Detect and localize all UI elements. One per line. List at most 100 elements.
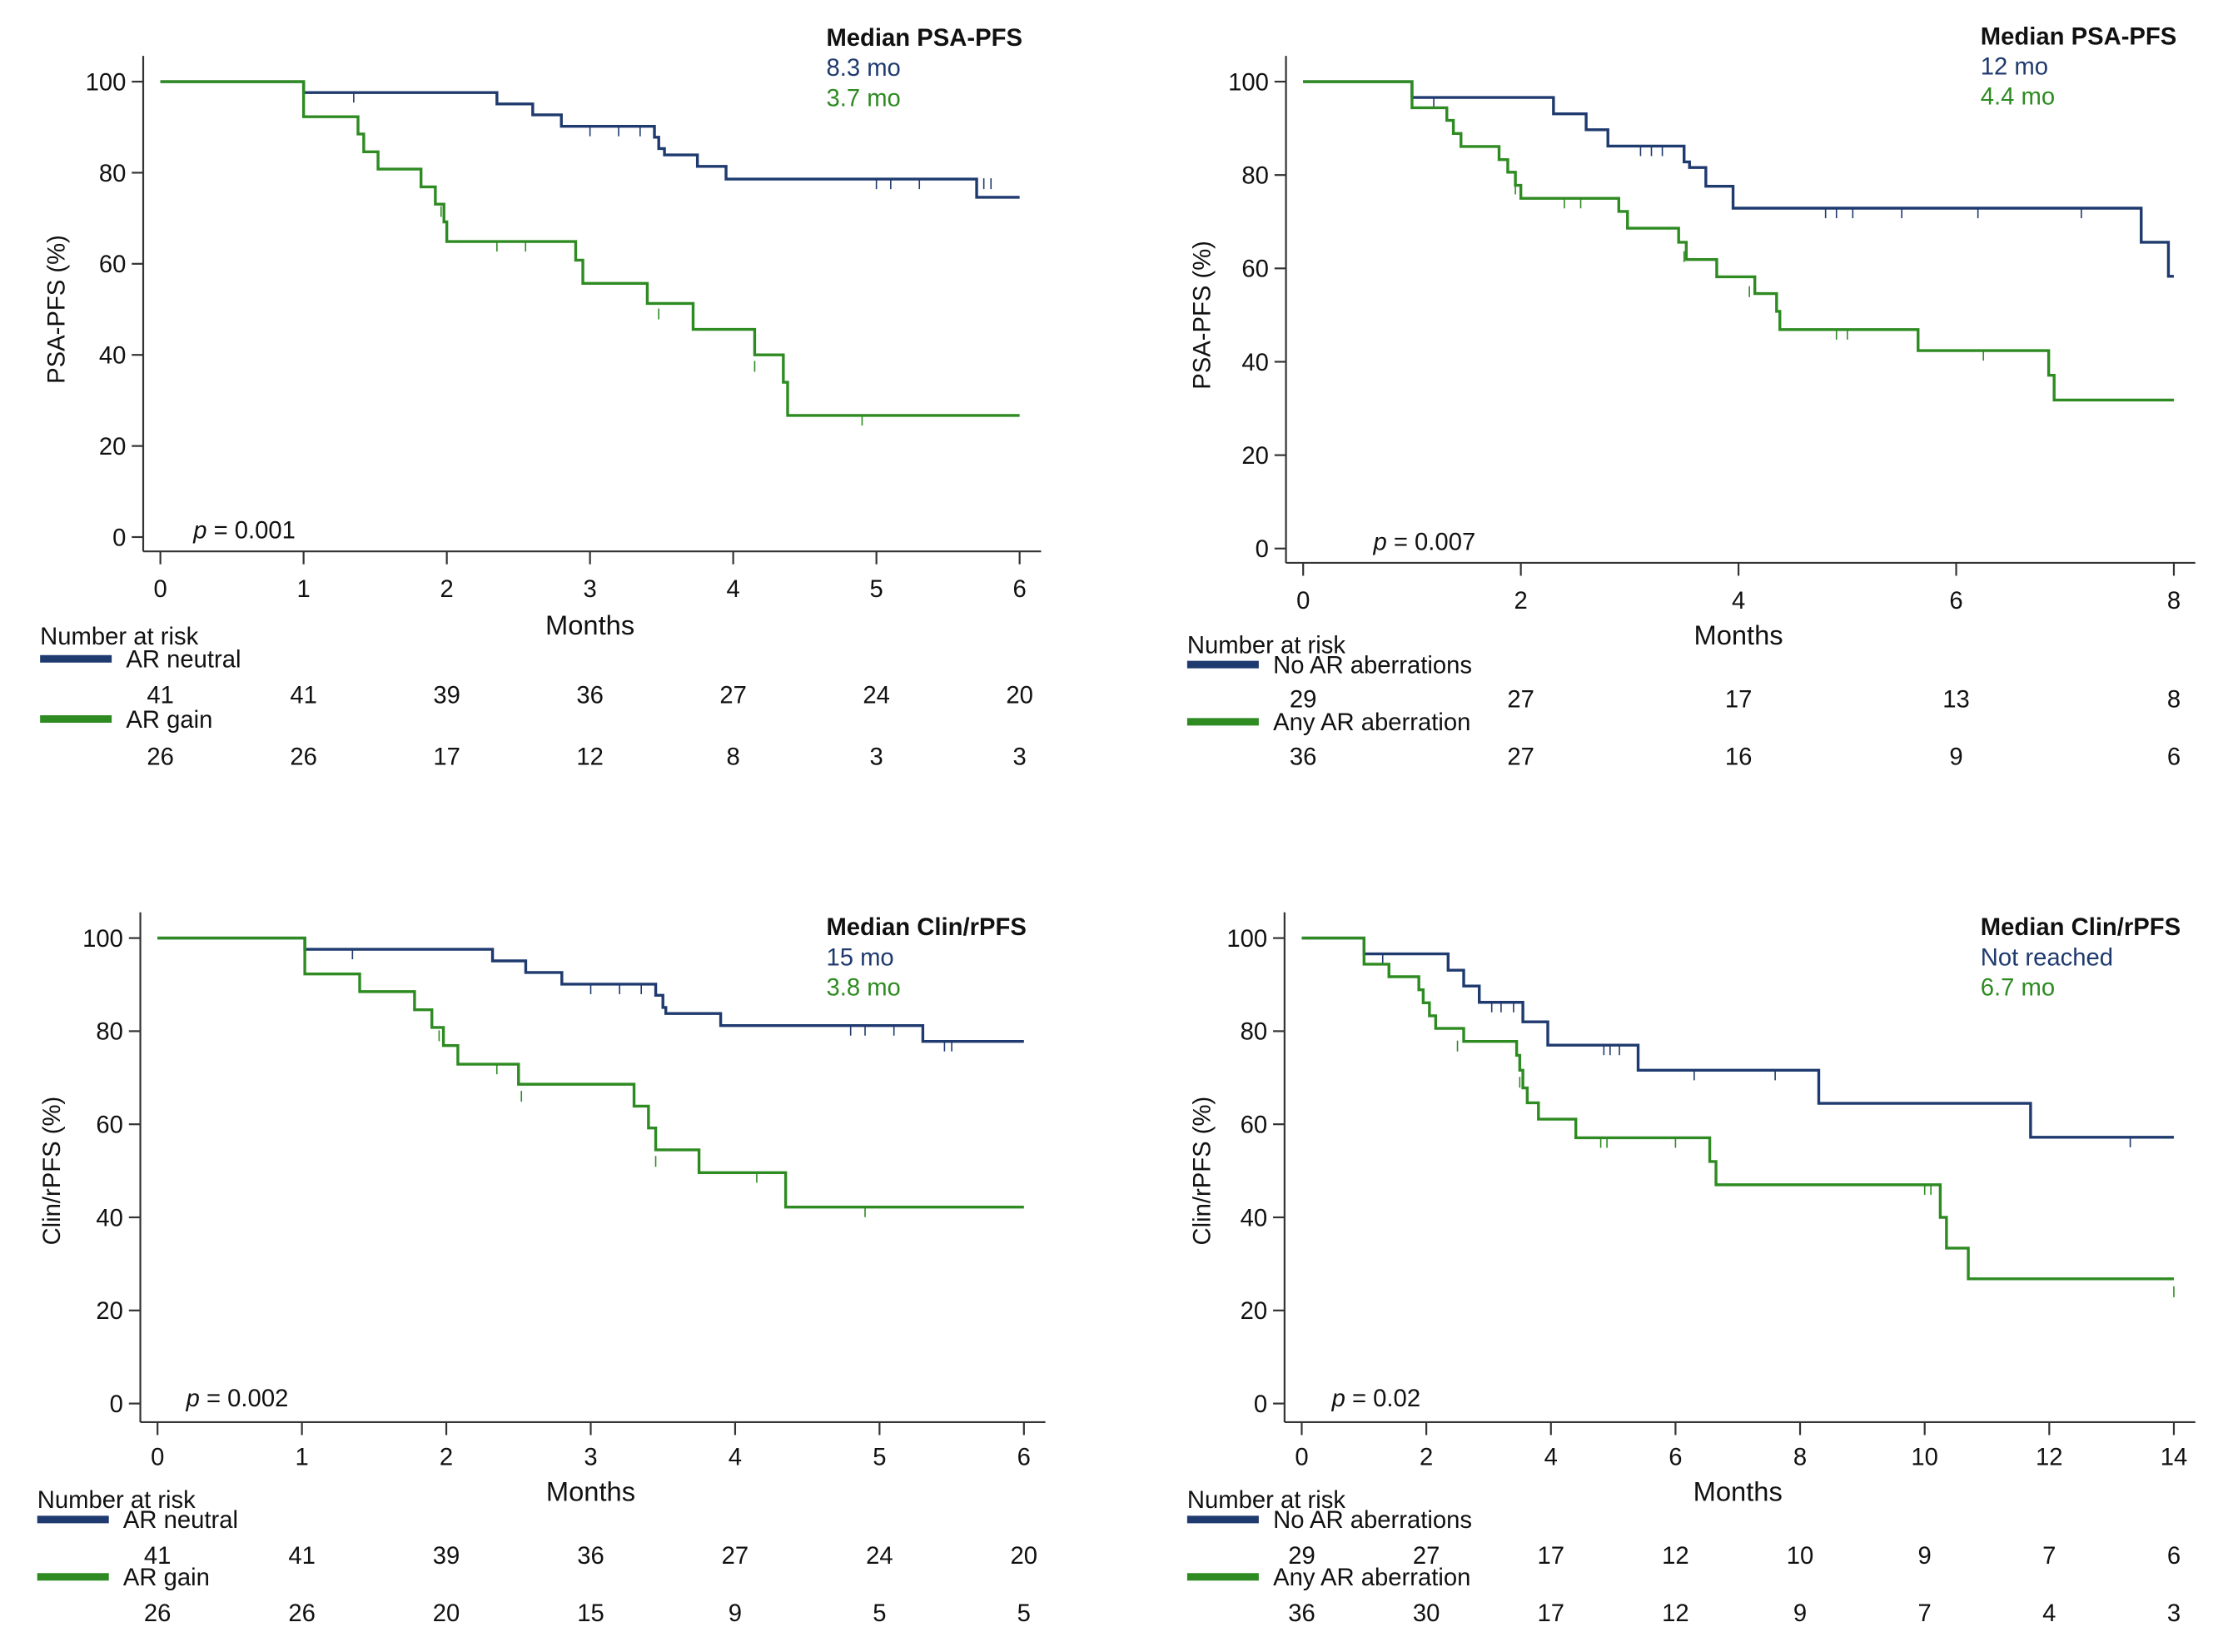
x-tick-label: 12 [2036, 1445, 2063, 1471]
risk-count: 27 [1413, 1543, 1440, 1570]
y-tick-label: 100 [82, 926, 123, 953]
km-curve-blue [1303, 80, 2174, 278]
median-title: Median PSA-PFS [826, 25, 1022, 52]
x-tick-label: 2 [1420, 1445, 1433, 1471]
risk-count: 36 [1290, 744, 1317, 770]
risk-legend-label: AR neutral [123, 1507, 238, 1534]
median-value: 3.8 mo [826, 974, 900, 1001]
risk-count: 9 [1918, 1543, 1932, 1570]
risk-legend-label: AR neutral [126, 647, 241, 674]
p-value: p = 0.002 [186, 1386, 289, 1412]
median-title: Median Clin/rPFS [1981, 914, 2181, 941]
p-value: p = 0.02 [1331, 1386, 1420, 1412]
risk-count: 12 [1662, 1543, 1689, 1570]
risk-count: 41 [288, 1543, 316, 1570]
median-value: 6.7 mo [1981, 974, 2055, 1001]
x-axis-label: Months [1694, 620, 1783, 650]
y-tick-label: 80 [96, 1019, 123, 1046]
km-panel-3: 0 20 40 60 80 100 Clin/rPFS (%) 0 1 2 3 4 5 6 Months p … [37, 912, 1046, 1627]
p-symbol: p [1331, 1386, 1345, 1412]
risk-count: 27 [719, 683, 747, 709]
risk-count: 29 [1288, 1543, 1315, 1570]
y-tick-label: 80 [1241, 163, 1269, 190]
risk-count: 41 [147, 683, 174, 709]
p-value: p = 0.001 [192, 518, 296, 545]
risk-count: 3 [1013, 744, 1027, 770]
x-tick-label: 5 [870, 576, 883, 603]
median-value: 4.4 mo [1981, 84, 2055, 111]
km-panel-4: 0 20 40 60 80 100 Clin/rPFS (%) 0 2 4 6 8 10 12 14 Mont… [1186, 912, 2196, 1627]
y-tick-label: 60 [96, 1112, 123, 1139]
risk-count: 24 [866, 1543, 893, 1570]
risk-table-title: Number at risk [1187, 1487, 1345, 1514]
risk-count: 10 [1787, 1543, 1814, 1570]
risk-count: 17 [433, 744, 460, 770]
x-tick-label: 2 [1514, 588, 1528, 615]
risk-count: 4 [2042, 1600, 2056, 1627]
p-value: p = 0.007 [1372, 529, 1475, 555]
x-tick-label: 4 [729, 1445, 742, 1471]
y-tick-label: 100 [1226, 926, 1267, 953]
risk-legend-label: AR gain [123, 1565, 210, 1591]
risk-table-title: Number at risk [1187, 632, 1345, 659]
p-value-text: = 0.001 [206, 518, 295, 545]
median-value: 12 mo [1981, 53, 2048, 80]
risk-count: 8 [727, 744, 740, 770]
risk-count: 26 [144, 1600, 172, 1627]
x-axis-label: Months [546, 1476, 635, 1507]
x-tick-label: 6 [1669, 1445, 1682, 1471]
y-tick-label: 0 [1254, 1391, 1267, 1418]
risk-count: 36 [577, 1543, 604, 1570]
median-value: 8.3 mo [826, 55, 900, 82]
p-symbol: p [192, 518, 206, 545]
x-tick-label: 4 [1544, 1445, 1558, 1471]
x-axis-label: Months [1693, 1476, 1783, 1507]
km-curve-blue [1301, 936, 2174, 1139]
km-curve-blue [160, 80, 1020, 199]
x-tick-label: 4 [727, 576, 740, 603]
risk-count: 9 [1793, 1600, 1807, 1627]
risk-legend-label: AR gain [126, 707, 212, 734]
p-symbol: p [1372, 529, 1386, 555]
risk-count: 17 [1537, 1600, 1564, 1627]
risk-count: 16 [1725, 744, 1753, 770]
risk-count: 8 [2167, 687, 2181, 714]
risk-count: 7 [2042, 1543, 2056, 1570]
x-tick-label: 2 [440, 576, 454, 603]
risk-count: 26 [147, 744, 174, 770]
p-symbol: p [186, 1386, 200, 1412]
risk-count: 5 [873, 1600, 886, 1627]
x-tick-label: 10 [1911, 1445, 1938, 1471]
risk-count: 27 [722, 1543, 749, 1570]
x-tick-label: 6 [1013, 576, 1027, 603]
y-axis-label: PSA-PFS (%) [1189, 241, 1216, 390]
y-tick-label: 60 [1241, 256, 1269, 283]
risk-count: 39 [433, 1543, 460, 1570]
km-curve-green [157, 936, 1024, 1209]
km-curve-green [1301, 936, 2174, 1281]
y-axis-label: PSA-PFS (%) [43, 235, 70, 384]
x-axis-label: Months [545, 610, 634, 640]
y-tick-label: 0 [112, 525, 126, 551]
risk-count: 12 [1662, 1600, 1689, 1627]
x-tick-label: 4 [1732, 588, 1745, 615]
risk-count: 20 [433, 1600, 460, 1627]
risk-count: 20 [1011, 1543, 1038, 1570]
km-curve-blue [157, 936, 1024, 1043]
risk-count: 30 [1413, 1600, 1440, 1627]
y-tick-label: 20 [99, 434, 127, 460]
km-curve-green [1303, 80, 2174, 402]
x-tick-label: 0 [1295, 1445, 1308, 1471]
x-tick-label: 8 [2167, 588, 2181, 615]
median-value: Not reached [1981, 944, 2113, 971]
y-tick-label: 20 [1241, 443, 1269, 470]
risk-table-title: Number at risk [40, 624, 198, 650]
risk-count: 9 [1949, 744, 1962, 770]
x-tick-label: 3 [584, 1445, 597, 1471]
x-tick-label: 6 [1017, 1445, 1031, 1471]
p-value-text: = 0.02 [1345, 1386, 1420, 1412]
risk-count: 3 [2167, 1600, 2181, 1627]
y-tick-label: 20 [96, 1298, 123, 1325]
y-tick-label: 60 [1241, 1112, 1268, 1139]
median-value: 3.7 mo [826, 85, 900, 112]
